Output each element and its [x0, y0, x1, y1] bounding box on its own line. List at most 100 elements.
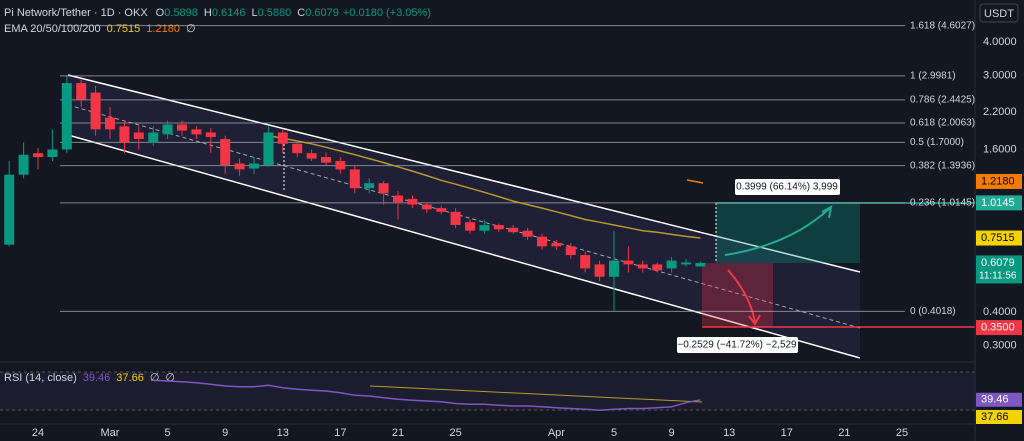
- fib-label: 0.618 (2.0063): [910, 118, 975, 129]
- indicator-value: 0.7515: [107, 23, 141, 35]
- candle-body: [393, 195, 403, 203]
- x-tick-label: 9: [669, 427, 675, 439]
- candle-body: [61, 83, 72, 150]
- rsi-ma-box: [976, 410, 1022, 424]
- candle-body: [263, 132, 274, 166]
- price-label: 0.7515: [981, 232, 1015, 244]
- fib-label: 0.5 (1.7000): [910, 137, 964, 148]
- indicator-name: EMA 20/50/100/200: [4, 23, 101, 35]
- candle-body: [508, 227, 519, 233]
- candle-body: [220, 138, 231, 166]
- x-tick-label: 13: [723, 427, 735, 439]
- currency[interactable]: USDT: [984, 8, 1014, 20]
- up-arrow: [724, 207, 831, 256]
- candle-body: [162, 124, 173, 135]
- x-tick-label: 9: [222, 427, 228, 439]
- fib-label: 0 (0.4018): [910, 306, 956, 317]
- down-arrow: [727, 269, 756, 323]
- rsi-label-box: [976, 392, 1022, 407]
- x-tick-label: 21: [838, 427, 850, 439]
- candle-body: [364, 183, 375, 189]
- price-label-box: [976, 255, 1022, 284]
- candle-body: [321, 157, 331, 163]
- candle-body: [609, 260, 619, 277]
- candle-body: [306, 153, 317, 159]
- x-tick-label: 21: [392, 427, 404, 439]
- fib-label: 1.618 (4.6027): [910, 20, 975, 31]
- ohlc-value: 0.5880: [258, 7, 292, 19]
- candle-body: [594, 264, 605, 277]
- candle-body: [623, 260, 634, 265]
- measure-up: 0.3999 (66.14%) 3,999: [736, 182, 838, 193]
- price-label-box: [976, 320, 1022, 336]
- candle-body: [695, 262, 706, 267]
- fib-label: 0.236 (1.0145): [910, 198, 975, 209]
- candle-body: [249, 163, 259, 169]
- candle-body: [407, 198, 418, 205]
- candle-body: [537, 236, 547, 247]
- y-tick-label: 1.6000: [983, 143, 1017, 155]
- candle-body: [76, 83, 87, 100]
- measure-box: [735, 179, 840, 195]
- candle-body: [479, 224, 490, 231]
- candle-body: [378, 183, 389, 194]
- ohlc-key: O: [156, 7, 165, 19]
- measure-box: [677, 337, 798, 353]
- price-label: 0.6079: [981, 257, 1015, 269]
- candle-body: [133, 132, 144, 139]
- rsi-label: 39.46: [981, 394, 1009, 406]
- currency-box[interactable]: [979, 3, 1019, 23]
- candle-body: [637, 264, 648, 269]
- header: Pi Network/Tether · 1D · OKX O0.5898 H0.61…: [4, 7, 431, 19]
- candle-body: [522, 230, 533, 237]
- ema-stub: [686, 179, 704, 184]
- candle-body: [681, 262, 691, 265]
- y-tick-label: 0.4000: [983, 306, 1017, 318]
- x-tick-label: 13: [277, 427, 289, 439]
- rsi-value: ∅: [150, 372, 160, 384]
- ohlc-key: L: [251, 7, 257, 19]
- rsi-band: [0, 372, 975, 410]
- y-tick-label: 2.2000: [983, 106, 1017, 118]
- rsi-legend: RSI (14, close) 39.46 37.66 ∅ ∅: [4, 372, 175, 384]
- ema-line: [268, 134, 701, 239]
- y-tick-label: 4.0000: [983, 36, 1017, 48]
- rsi-value: 39.46: [83, 372, 111, 384]
- ohlc-value: 0.6079: [305, 7, 339, 19]
- candle-body: [205, 132, 216, 137]
- countdown: 11:11:56: [979, 271, 1017, 282]
- rsi-ma: [369, 385, 703, 403]
- candle-body: [493, 224, 504, 230]
- candle-body: [177, 124, 187, 131]
- rsi-ma-label: 37.66: [981, 411, 1009, 423]
- x-tick-label: 24: [32, 427, 44, 439]
- price-label-box: [976, 195, 1022, 211]
- ohlc-value: 0.6146: [212, 7, 246, 19]
- candle-body: [191, 129, 202, 135]
- candle-body: [436, 208, 447, 212]
- change: +0.0180 (+3.05%): [343, 7, 431, 19]
- loss-zone: [702, 263, 773, 327]
- candle-body: [335, 161, 346, 170]
- x-tick-label: Mar: [101, 427, 120, 439]
- candle-body: [565, 246, 576, 256]
- indicator-legend: EMA 20/50/100/200 0.7515 1.2180 ∅: [4, 23, 196, 35]
- price-label-box: [976, 173, 1022, 189]
- candle-body: [292, 143, 303, 154]
- indicator-value: 1.2180: [146, 23, 180, 35]
- x-tick-label: 5: [611, 427, 617, 439]
- candle-body: [234, 163, 245, 170]
- candle-body: [421, 204, 432, 210]
- indicator-value: ∅: [186, 23, 196, 35]
- candle-body: [277, 132, 288, 144]
- candle-body: [105, 117, 115, 130]
- price-label: 0.3500: [981, 321, 1015, 333]
- ohlc-value: 0.5898: [164, 7, 198, 19]
- rsi-value: 37.66: [116, 372, 144, 384]
- fib-label: 0.382 (1.3936): [910, 160, 975, 171]
- ohlc-key: H: [204, 7, 212, 19]
- y-tick-label: 0.3000: [983, 340, 1017, 352]
- candle-body: [119, 126, 130, 143]
- x-tick-label: 25: [896, 427, 908, 439]
